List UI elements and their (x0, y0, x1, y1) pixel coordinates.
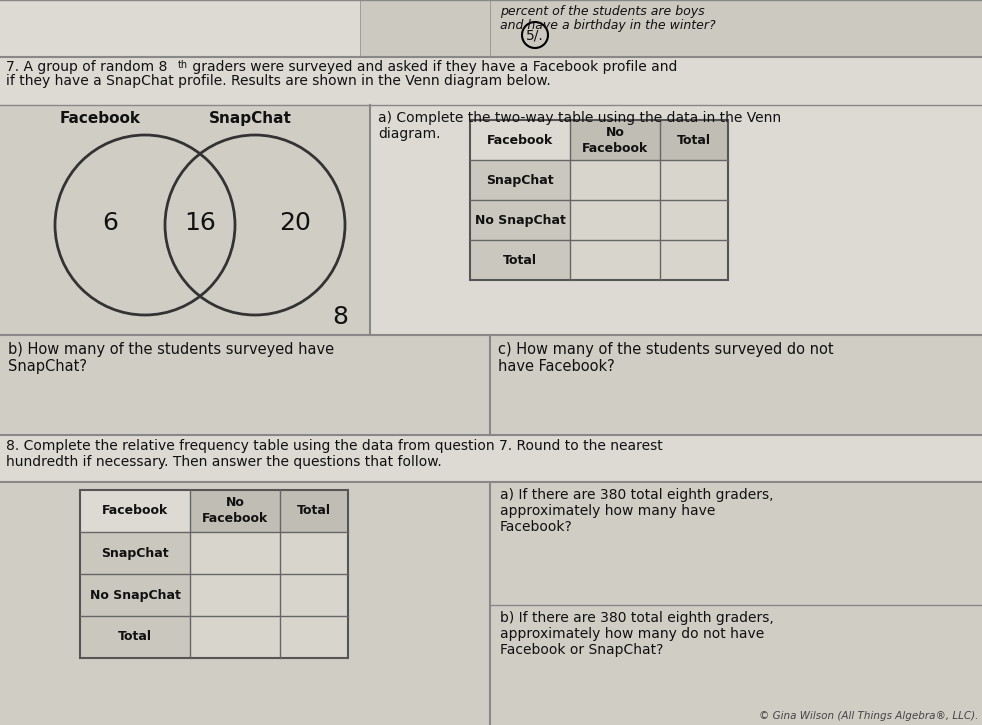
Bar (470, 120, 570, 160)
Bar (0, 435, 982, 482)
Bar (660, 160, 728, 200)
Text: 6: 6 (102, 211, 118, 235)
Bar (570, 240, 660, 280)
Text: if they have a SnapChat profile. Results are shown in the Venn diagram below.: if they have a SnapChat profile. Results… (6, 74, 551, 88)
Bar (0, 482, 982, 725)
Text: 20: 20 (279, 211, 311, 235)
Bar (80, 574, 190, 616)
Bar (190, 574, 280, 616)
Text: percent of the students are boys: percent of the students are boys (500, 5, 705, 18)
Bar (280, 490, 348, 532)
Text: Facebook: Facebook (102, 505, 168, 518)
Text: No SnapChat: No SnapChat (474, 213, 566, 226)
Text: graders were surveyed and asked if they have a Facebook profile and: graders were surveyed and asked if they … (188, 60, 678, 74)
Bar (360, 0, 490, 57)
Bar (0, 335, 982, 435)
Bar (470, 240, 570, 280)
Bar (570, 120, 660, 160)
Text: th: th (178, 60, 189, 70)
Bar (570, 160, 660, 200)
Bar (470, 160, 570, 200)
Bar (0, 57, 982, 105)
Text: a) Complete the two-way table using the data in the Venn
diagram.: a) Complete the two-way table using the … (378, 111, 781, 141)
Text: Facebook: Facebook (487, 133, 553, 146)
Bar (660, 200, 728, 240)
Bar (80, 490, 348, 658)
Bar (280, 574, 348, 616)
Text: © Gina Wilson (All Things Algebra®, LLC).: © Gina Wilson (All Things Algebra®, LLC)… (759, 711, 978, 721)
Text: Total: Total (118, 631, 152, 644)
Bar (470, 120, 728, 280)
Text: Total: Total (677, 133, 711, 146)
Text: 16: 16 (184, 211, 216, 235)
Bar (190, 490, 280, 532)
Bar (280, 532, 348, 574)
Bar (80, 490, 190, 532)
Bar (570, 200, 660, 240)
Text: 8. Complete the relative frequency table using the data from question 7. Round t: 8. Complete the relative frequency table… (6, 439, 663, 469)
Bar (80, 616, 190, 658)
Text: Total: Total (297, 505, 331, 518)
Bar (660, 120, 728, 160)
Text: b) How many of the students surveyed have
SnapChat?: b) How many of the students surveyed hav… (8, 342, 334, 374)
Bar (80, 532, 190, 574)
Text: SnapChat: SnapChat (486, 173, 554, 186)
Bar (0, 105, 370, 335)
Text: b) If there are 380 total eighth graders,
approximately how many do not have
Fac: b) If there are 380 total eighth graders… (500, 611, 774, 658)
Text: 7. A group of random 8: 7. A group of random 8 (6, 60, 167, 74)
Bar (190, 532, 280, 574)
Bar (470, 200, 570, 240)
Bar (660, 120, 728, 160)
Text: SnapChat: SnapChat (208, 111, 292, 126)
Bar (190, 616, 280, 658)
Text: No
Facebook: No Facebook (582, 125, 648, 154)
Text: 5/.: 5/. (526, 28, 544, 42)
Bar (280, 616, 348, 658)
Text: a) If there are 380 total eighth graders,
approximately how many have
Facebook?: a) If there are 380 total eighth graders… (500, 488, 774, 534)
Text: Total: Total (503, 254, 537, 267)
Text: and have a birthday in the winter?: and have a birthday in the winter? (500, 19, 716, 32)
Bar (490, 0, 982, 57)
Bar (370, 105, 982, 335)
Text: c) How many of the students surveyed do not
have Facebook?: c) How many of the students surveyed do … (498, 342, 834, 374)
Text: No SnapChat: No SnapChat (89, 589, 181, 602)
Text: SnapChat: SnapChat (101, 547, 169, 560)
Text: No
Facebook: No Facebook (202, 497, 268, 526)
Bar (660, 240, 728, 280)
Text: Facebook: Facebook (60, 111, 140, 126)
Text: 8: 8 (332, 305, 348, 329)
